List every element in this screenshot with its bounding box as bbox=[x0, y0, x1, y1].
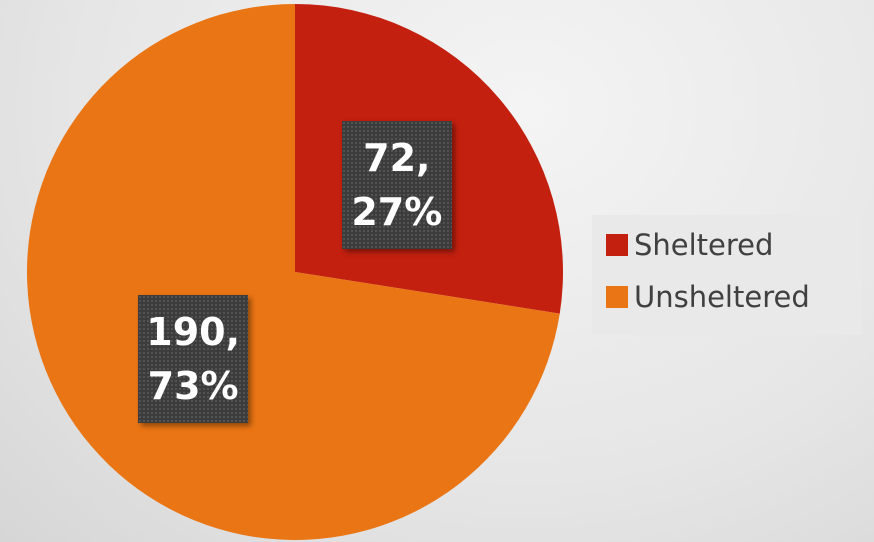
legend-swatch bbox=[606, 234, 628, 256]
legend-label: Sheltered bbox=[634, 228, 774, 262]
data-label: 190, 73% bbox=[138, 295, 249, 424]
legend-swatch bbox=[606, 286, 628, 308]
data-label: 72, 27% bbox=[341, 120, 452, 249]
legend: Sheltered Unsheltered bbox=[592, 215, 862, 335]
legend-item: Sheltered bbox=[606, 225, 773, 265]
legend-label: Unsheltered bbox=[634, 280, 810, 314]
legend-item: Unsheltered bbox=[606, 277, 810, 317]
